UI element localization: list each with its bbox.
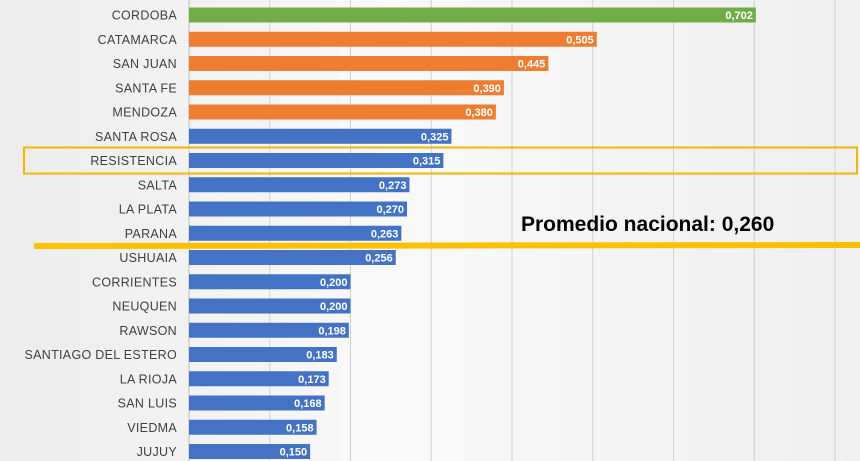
category-labels: CORDOBA CATAMARCA SAN JUAN SANTA FE MENDOZA S… — [25, 9, 178, 460]
value-label: 0,702 — [725, 10, 753, 22]
bar — [189, 444, 311, 459]
bar — [189, 104, 496, 120]
value-label: 0,445 — [518, 59, 546, 71]
bar — [189, 298, 351, 314]
reference-line-label: Promedio nacional: 0,260 — [521, 213, 774, 236]
bar — [189, 128, 452, 144]
bar — [189, 80, 504, 96]
value-labels: 0,702 0,505 0,445 0,390 0,380 0,325 0,315 0,273… — [280, 10, 753, 459]
category-label: USHUAIA — [119, 251, 177, 265]
value-label: 0,158 — [286, 422, 314, 434]
bar — [189, 7, 756, 23]
category-label: LA PLATA — [119, 203, 178, 217]
category-label: SANTIAGO DEL ESTERO — [25, 348, 178, 362]
value-label: 0,380 — [465, 107, 493, 119]
category-label: LA RIOJA — [120, 372, 178, 386]
category-label: SAN JUAN — [113, 57, 177, 71]
category-label: SAN LUIS — [118, 397, 177, 411]
value-label: 0,256 — [365, 253, 393, 265]
bars — [189, 7, 756, 459]
category-label: SALTA — [138, 178, 178, 192]
category-label: MENDOZA — [112, 106, 177, 120]
bar — [189, 395, 325, 411]
bar — [189, 250, 396, 265]
bar — [189, 153, 444, 168]
value-label: 0,390 — [473, 83, 501, 95]
value-label: 0,273 — [379, 180, 407, 192]
value-label: 0,325 — [421, 131, 449, 143]
reference-line — [33, 242, 860, 249]
category-label: PARANA — [125, 227, 178, 241]
category-label: JUJUY — [137, 445, 178, 459]
value-label: 0,505 — [566, 34, 594, 46]
category-label: NEUQUEN — [112, 300, 177, 314]
value-label: 0,183 — [306, 350, 334, 362]
bar — [189, 201, 408, 217]
bar — [189, 177, 410, 193]
value-label: 0,173 — [298, 374, 326, 386]
bar — [189, 225, 402, 241]
bar — [189, 56, 549, 71]
category-label: RAWSON — [119, 324, 177, 338]
category-label: VIEDMA — [127, 421, 177, 435]
category-label: RESISTENCIA — [90, 154, 177, 168]
bar — [189, 371, 329, 387]
value-label: 0,315 — [413, 156, 441, 168]
bar — [189, 347, 337, 362]
value-label: 0,270 — [376, 204, 404, 216]
value-label: 0,168 — [294, 398, 322, 410]
category-label: CORDOBA — [112, 9, 178, 23]
gridlines — [188, 0, 836, 461]
bar — [189, 31, 597, 47]
bar — [189, 322, 349, 338]
category-label: CATAMARCA — [98, 33, 178, 47]
category-label: CORRIENTES — [92, 275, 177, 289]
bar — [189, 274, 351, 290]
category-label: SANTA ROSA — [95, 130, 177, 144]
value-label: 0,198 — [318, 325, 346, 337]
value-label: 0,263 — [371, 228, 399, 240]
value-label: 0,200 — [320, 277, 348, 289]
category-label: SANTA FE — [115, 81, 177, 95]
bar — [189, 419, 317, 435]
value-label: 0,200 — [320, 301, 348, 313]
highlight-box — [23, 146, 858, 175]
value-label: 0,150 — [280, 447, 308, 459]
